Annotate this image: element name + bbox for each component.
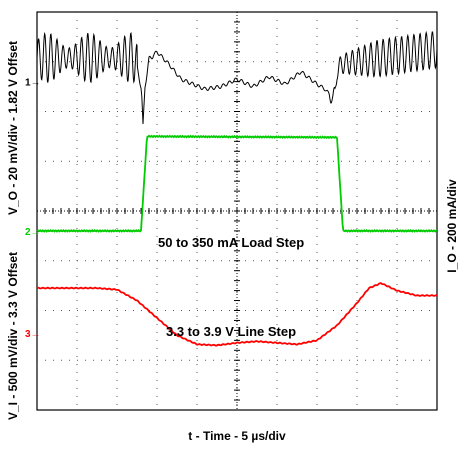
trace-channel-3 bbox=[36, 282, 438, 347]
y-axis-label-left-bottom: V_I - 500 mV/div - 3.3 V Offset bbox=[6, 252, 20, 420]
load-step-annotation: 50 to 350 mA Load Step bbox=[158, 235, 304, 250]
line-step-annotation: 3.3 to 3.9 V Line Step bbox=[166, 324, 296, 339]
trace-channel-2 bbox=[36, 134, 438, 233]
y-axis-label-left-top: V_O - 20 mV/div - 1.82 V Offset bbox=[6, 41, 20, 215]
channel-marker-3: 3→ bbox=[25, 329, 41, 340]
traces bbox=[36, 30, 438, 347]
grid bbox=[37, 12, 437, 410]
channel-marker-2: 2→ bbox=[25, 227, 41, 238]
channel-marker-1: 1→ bbox=[25, 78, 41, 89]
x-axis-label: t - Time - 5 µs/div bbox=[188, 429, 286, 443]
y-axis-label-right: I_O - 200 mA/div bbox=[445, 179, 459, 273]
channel-markers: 1→ 2→ 3→ bbox=[25, 78, 41, 340]
trace-channel-1 bbox=[36, 30, 438, 125]
